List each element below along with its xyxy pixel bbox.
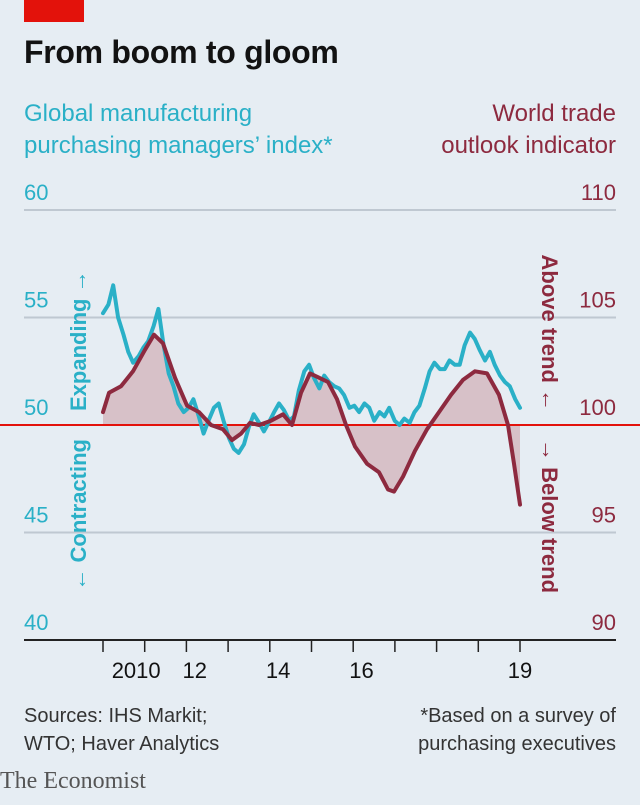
y-right-tick-label: 110 xyxy=(581,180,616,205)
above-trend-label: Above trend ← xyxy=(537,255,562,411)
grid-layer xyxy=(24,209,616,652)
x-tick-label: 16 xyxy=(349,658,373,683)
trade-series-line xyxy=(101,332,522,507)
y-left-tick-label: 55 xyxy=(24,288,48,313)
y-right-tick-label: 100 xyxy=(579,395,616,420)
x-tick-label: 12 xyxy=(182,658,206,683)
y-left-tick-label: 50 xyxy=(24,395,48,420)
x-tick-label: 2010 xyxy=(112,658,161,683)
y-left-tick-label: 60 xyxy=(24,180,48,205)
expanding-label: Expanding → xyxy=(66,270,91,411)
sources-line-2: WTO; Haver Analytics xyxy=(24,733,220,755)
brand-red-tab xyxy=(24,0,84,22)
footnote: *Based on a survey of purchasing executi… xyxy=(418,702,616,758)
y-left-tick-label: 45 xyxy=(24,503,48,528)
chart-canvas: 60 55 50 45 40 110 105 100 95 90 2010 12 14 16 19 ← Con… xyxy=(0,180,640,683)
fill-layer xyxy=(0,334,640,505)
y-right-tick-label: 95 xyxy=(592,503,616,528)
x-tick-label: 14 xyxy=(266,658,290,683)
contracting-label: ← Contracting xyxy=(66,439,91,591)
pmi-series-line xyxy=(101,283,522,455)
footnote-line-1: *Based on a survey of xyxy=(420,705,616,727)
right-axis-title-line-2: outlook indicator xyxy=(441,132,616,159)
y-right-tick-label: 90 xyxy=(592,610,616,635)
sources-note: Sources: IHS Markit; WTO; Haver Analytic… xyxy=(24,702,219,758)
trade-area-fill xyxy=(103,334,520,505)
sources-line-1: Sources: IHS Markit; xyxy=(24,705,208,727)
label-layer: 60 55 50 45 40 110 105 100 95 90 2010 12 14 16 19 ← Con… xyxy=(24,180,616,683)
y-left-tick-label: 40 xyxy=(24,610,48,635)
right-axis-title: World trade outlook indicator xyxy=(441,98,616,162)
left-axis-title-line-2: purchasing managers’ index* xyxy=(24,132,333,159)
right-axis-title-line-1: World trade xyxy=(492,100,616,127)
footnote-line-2: purchasing executives xyxy=(418,733,616,755)
y-right-tick-label: 105 xyxy=(579,288,616,313)
x-tick-label: 19 xyxy=(508,658,532,683)
below-trend-label: → Below trend xyxy=(537,439,562,593)
left-axis-title-line-1: Global manufacturing xyxy=(24,100,253,127)
left-axis-title: Global manufacturing purchasing managers… xyxy=(24,98,333,162)
chart-title: From boom to gloom xyxy=(24,34,339,70)
economist-logo: The Economist xyxy=(0,768,146,794)
series-layer xyxy=(101,283,522,507)
